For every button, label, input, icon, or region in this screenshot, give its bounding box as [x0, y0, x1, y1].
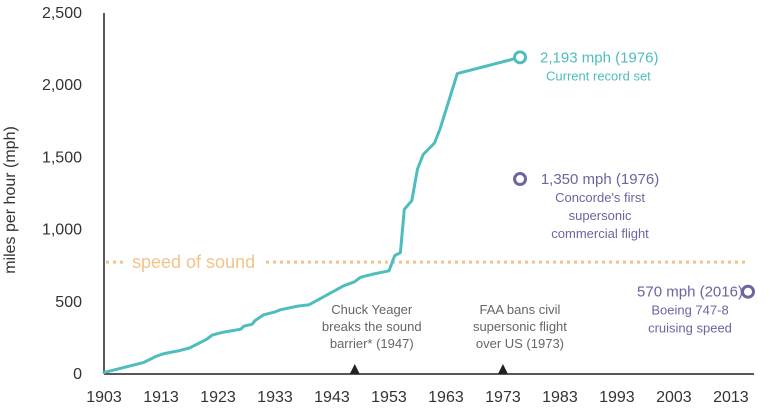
event-annotations: Chuck Yeager breaks the sound barrier* (19…	[322, 302, 567, 374]
y-tick-label: 2,500	[42, 5, 82, 22]
x-tick-label: 1913	[143, 389, 179, 406]
speed-of-sound-label: speed of sound	[132, 252, 255, 272]
x-tick-label: 1973	[485, 389, 521, 406]
x-tick-label: 2013	[713, 389, 749, 406]
highlight-subtitle: commercial flight	[551, 226, 649, 241]
x-tick-label: 1933	[257, 389, 293, 406]
highlight-marker	[513, 172, 528, 187]
x-tick-label: 1903	[86, 389, 122, 406]
highlight-subtitle: supersonic	[569, 208, 632, 223]
highlight-title: 2,193 mph (1976)	[540, 49, 658, 66]
x-tick-label: 1963	[428, 389, 464, 406]
highlight-subtitle: cruising speed	[648, 321, 732, 336]
event-label: Chuck Yeager	[331, 302, 413, 317]
highlight-annotations: 2,193 mph (1976) Current record set 1,350 …	[513, 49, 755, 336]
highlight-title: 1,350 mph (1976)	[541, 171, 659, 188]
x-tick-label: 1923	[200, 389, 236, 406]
event-label: over US (1973)	[476, 336, 564, 351]
y-tick-label: 1,000	[42, 222, 82, 239]
event-marker	[349, 364, 360, 374]
event-label: supersonic flight	[473, 319, 567, 334]
event-label: FAA bans civil	[479, 302, 560, 317]
event-label: barrier* (1947)	[330, 336, 414, 351]
highlight-marker	[513, 50, 528, 65]
y-tick-label: 0	[73, 366, 82, 383]
x-tick-label: 1983	[542, 389, 578, 406]
y-tick-label: 500	[55, 294, 82, 311]
record-speed-line	[102, 55, 522, 375]
highlight-subtitle: Boeing 747-8	[651, 303, 728, 318]
y-axis-label: miles per hour (mph)	[2, 126, 19, 274]
event-label: breaks the sound	[322, 319, 422, 334]
y-tick-label: 2,000	[42, 77, 82, 94]
x-tick-labels: 1903 1913 1923 1933 1943 1953 1963 1973 1983 1993…	[86, 389, 749, 406]
highlight-subtitle: Current record set	[546, 68, 651, 83]
y-tick-labels: 0 500 1,000 1,500 2,000 2,500	[42, 5, 82, 383]
x-tick-label: 1993	[599, 389, 635, 406]
x-tick-label: 1943	[314, 389, 350, 406]
x-tick-label: 2003	[656, 389, 692, 406]
y-tick-label: 1,500	[42, 149, 82, 166]
highlight-marker	[741, 284, 755, 299]
event-marker	[497, 364, 508, 374]
x-tick-label: 1953	[371, 389, 407, 406]
highlight-title: 570 mph (2016)	[637, 284, 743, 301]
highlight-subtitle: Concorde's first	[555, 190, 645, 205]
